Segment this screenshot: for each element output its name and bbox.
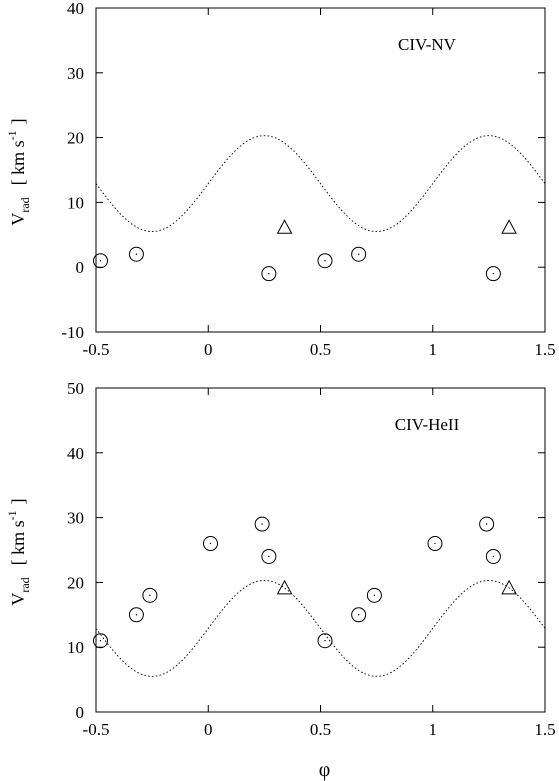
panel-annotation: CIV-NV xyxy=(398,35,457,54)
x-tick-label: 0.5 xyxy=(310,340,331,359)
y-tick-label: 0 xyxy=(76,258,85,277)
x-tick-label: 0 xyxy=(204,340,213,359)
data-point-circle xyxy=(485,266,501,282)
x-tick-label: 0.5 xyxy=(310,720,331,739)
panel-civ-nv: -0.5 0 0.5 1 1.5 -10 0 10 20 30 40 Vrad [ km s-1] CIV… xyxy=(5,0,556,359)
data-point-circle xyxy=(479,516,495,532)
x-tick-label: 1 xyxy=(429,340,438,359)
data-point-circle xyxy=(317,633,333,649)
data-point-triangle xyxy=(276,579,293,595)
data-point-center xyxy=(434,542,436,545)
y-tick-label: -10 xyxy=(61,323,84,342)
data-point-circle xyxy=(485,548,501,564)
y-tick-label: 0 xyxy=(76,703,85,722)
data-point-center xyxy=(492,272,495,275)
y-tick-label: 10 xyxy=(67,638,84,657)
data-point-triangle xyxy=(501,219,517,234)
y-tick-label: 10 xyxy=(67,193,84,212)
data-point-circle xyxy=(366,587,382,603)
y-label-sub: rad xyxy=(18,197,32,212)
data-point-triangle xyxy=(501,579,517,595)
y-label-main: V xyxy=(8,213,28,226)
y-axis-label: Vrad [ km s-1] xyxy=(5,118,32,225)
data-point-circle xyxy=(351,607,367,623)
data-point-circle xyxy=(202,536,218,552)
data-point-center xyxy=(99,640,102,642)
data-point-circle xyxy=(427,536,443,552)
data-point-center xyxy=(492,555,495,558)
plot-frame xyxy=(95,7,546,333)
y-label-main: V xyxy=(8,593,28,606)
data-point-center xyxy=(99,260,102,262)
y-tick-label: 20 xyxy=(67,573,84,592)
data-point-circle xyxy=(92,633,108,649)
data-point-center xyxy=(135,614,138,616)
y-label-exp: -1 xyxy=(5,130,19,140)
x-tick-label: -0.5 xyxy=(83,340,110,359)
y-label-exp: -1 xyxy=(5,510,19,520)
data-point-circle xyxy=(317,253,333,269)
data-point-center xyxy=(357,253,360,255)
data-point-center xyxy=(485,523,488,525)
y-label-close: ] xyxy=(8,498,28,504)
data-point-circle xyxy=(142,587,158,603)
y-label-close: ] xyxy=(8,118,28,124)
x-tick-label: 1.5 xyxy=(534,720,555,739)
y-label-sub: rad xyxy=(18,577,32,592)
model-curve xyxy=(95,135,546,233)
x-tick-label: 0 xyxy=(204,720,213,739)
data-point-circle xyxy=(128,246,144,262)
data-point-center xyxy=(357,614,360,616)
model-curve xyxy=(95,580,546,677)
y-label-units: [ km s xyxy=(8,520,28,565)
y-tick-label: 20 xyxy=(67,129,84,148)
y-tick-label: 40 xyxy=(67,444,84,463)
data-point-center xyxy=(324,260,326,262)
x-tick-label: -0.5 xyxy=(83,720,110,739)
data-point-triangle xyxy=(276,219,293,234)
data-point-circle xyxy=(261,548,277,564)
data-point-circle xyxy=(254,516,270,532)
data-point-center xyxy=(373,594,376,597)
data-point-circle xyxy=(351,246,367,262)
y-label-units: [ km s xyxy=(8,140,28,185)
data-point-center xyxy=(268,272,270,275)
data-point-center xyxy=(135,253,138,255)
x-tick-label: 1.5 xyxy=(534,340,555,359)
data-point-center xyxy=(209,542,212,545)
data-point-center xyxy=(261,523,263,525)
data-point-circle xyxy=(92,253,108,269)
y-tick-label: 40 xyxy=(67,0,84,18)
data-point-center xyxy=(149,594,151,597)
x-axis-label: φ xyxy=(319,759,331,781)
y-axis-label: Vrad [ km s-1] xyxy=(5,498,32,605)
y-tick-label: 30 xyxy=(67,64,84,83)
data-point-center xyxy=(268,555,270,558)
panel-annotation: CIV-HeII xyxy=(395,415,460,434)
data-point-circle xyxy=(128,607,144,623)
data-point-circle xyxy=(261,266,277,282)
plot-frame xyxy=(95,387,546,713)
data-point-center xyxy=(324,640,326,642)
y-tick-label: 30 xyxy=(67,509,84,528)
y-tick-label: 50 xyxy=(67,379,84,398)
x-tick-label: 1 xyxy=(429,720,438,739)
